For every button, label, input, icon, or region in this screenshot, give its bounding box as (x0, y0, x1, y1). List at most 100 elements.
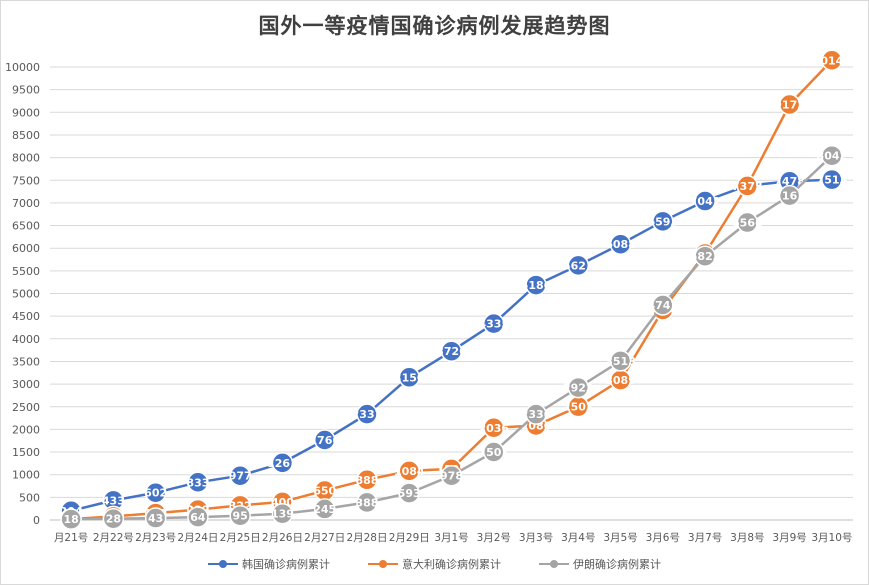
x-tick-label: 3月3号 (519, 532, 553, 544)
data-label: 1261 (267, 457, 298, 470)
data-label: 4335 (478, 318, 509, 331)
x-tick-label: 2月25日 (220, 532, 261, 544)
x-tick-label: 3月10号 (811, 532, 852, 544)
data-label: 2086 (521, 420, 552, 433)
data-point (525, 274, 547, 296)
y-axis-ticks: 0 500 1000 1500 2000 2500 3000 3500 4000 4500 5000… (5, 61, 40, 527)
data-point (102, 507, 125, 530)
y-tick-label: 3500 (12, 355, 40, 368)
legend-swatch (368, 559, 398, 569)
data-point (525, 403, 547, 425)
data-point (60, 508, 82, 530)
data-label: 433 (102, 494, 125, 507)
data-label: 245 (313, 503, 336, 516)
data-label: 6593 (648, 215, 679, 228)
data-label: 139 (271, 508, 294, 521)
legend-label: 伊朗确诊病例累计 (573, 558, 661, 571)
data-point (187, 506, 209, 528)
data-point (483, 312, 505, 335)
data-label: 28 (106, 513, 121, 526)
data-label: 7478 (774, 175, 805, 188)
data-label: 7375 (732, 180, 763, 193)
y-tick-label: 4000 (12, 333, 40, 346)
x-tick-label: 3月1号 (434, 532, 468, 544)
series-group: 2044336028339771261176623373150372643355… (60, 49, 851, 530)
x-axis-ticks: 月21号 2月22号 2月23号 2月24日 2月25日 2月26日 2月27日 2月28日 2… (54, 532, 852, 544)
series-line (71, 59, 833, 521)
data-point (187, 471, 209, 494)
x-tick-label: 3月7号 (688, 532, 722, 544)
y-tick-label: 8500 (12, 129, 40, 142)
data-point (821, 144, 843, 167)
data-label: 2036 (478, 422, 509, 435)
data-point (821, 168, 843, 191)
data-label: 10149 (813, 54, 851, 67)
series-2: 2079152229322400650888108411282036208625… (60, 49, 851, 530)
data-label: 5621 (563, 259, 594, 272)
x-tick-label: 2月24日 (177, 532, 218, 544)
data-point (483, 417, 505, 439)
x-tick-label: 3月6号 (646, 532, 680, 544)
data-label: 4747 (648, 299, 679, 312)
series-1: 2044336028339771261176623373150372643355… (60, 168, 847, 522)
data-point (567, 376, 590, 399)
data-point (440, 464, 463, 487)
data-label: 888 (355, 474, 378, 487)
y-tick-label: 6500 (12, 220, 40, 233)
y-tick-label: 2000 (12, 423, 40, 436)
x-tick-label: 3月2号 (477, 532, 511, 544)
y-tick-label: 500 (19, 491, 40, 504)
y-tick-label: 1500 (12, 446, 40, 459)
data-label: 2502 (563, 401, 594, 414)
data-point (736, 211, 759, 234)
data-label: 3150 (394, 371, 425, 384)
y-tick-label: 5000 (12, 288, 40, 301)
data-point (356, 469, 378, 491)
x-tick-label: 2月28日 (346, 532, 387, 544)
x-tick-label: 月21号 (54, 532, 88, 544)
data-point (694, 190, 716, 212)
legend-label: 韩国确诊病例累计 (242, 558, 330, 571)
gridlines (50, 66, 853, 521)
data-point (694, 245, 716, 267)
data-label: 5823 (690, 250, 721, 263)
data-label: 6088 (605, 238, 636, 251)
legend-swatch (208, 559, 238, 569)
legend-item: 伊朗确诊病例累计 (539, 556, 661, 572)
legend: 韩国确诊病例累计 意大利确诊病例累计 伊朗确诊病例累计 (0, 556, 869, 572)
data-label: 18 (63, 513, 78, 526)
data-label: 1501 (478, 446, 509, 459)
legend-item: 意大利确诊病例累计 (368, 556, 501, 572)
y-tick-label: 5500 (12, 265, 40, 278)
y-tick-label: 10000 (5, 61, 40, 74)
y-tick-label: 7000 (12, 197, 40, 210)
data-point (398, 366, 420, 389)
data-label: 7161 (774, 190, 805, 203)
data-label: 1084 (394, 465, 425, 478)
y-tick-label: 1000 (12, 469, 40, 482)
y-tick-label: 9000 (12, 106, 40, 119)
x-tick-label: 3月9号 (772, 532, 806, 544)
data-label: 833 (186, 476, 209, 489)
x-tick-label: 2月26日 (262, 532, 303, 544)
data-label: 3726 (436, 345, 467, 358)
y-tick-label: 3000 (12, 378, 40, 391)
data-label: 593 (398, 487, 421, 500)
data-point (144, 507, 167, 529)
data-label: 3089 (605, 374, 636, 387)
data-label: 1766 (309, 434, 340, 447)
data-label: 602 (144, 487, 167, 500)
data-label: 2336 (521, 408, 552, 421)
data-point (652, 294, 674, 316)
data-point (271, 502, 294, 525)
data-point (483, 441, 505, 463)
data-point (567, 254, 590, 277)
y-tick-label: 2500 (12, 401, 40, 414)
data-label: 7041 (690, 195, 721, 208)
data-point (652, 210, 674, 233)
data-point (313, 429, 336, 451)
y-tick-label: 4500 (12, 310, 40, 323)
x-tick-label: 3月8号 (730, 532, 764, 544)
